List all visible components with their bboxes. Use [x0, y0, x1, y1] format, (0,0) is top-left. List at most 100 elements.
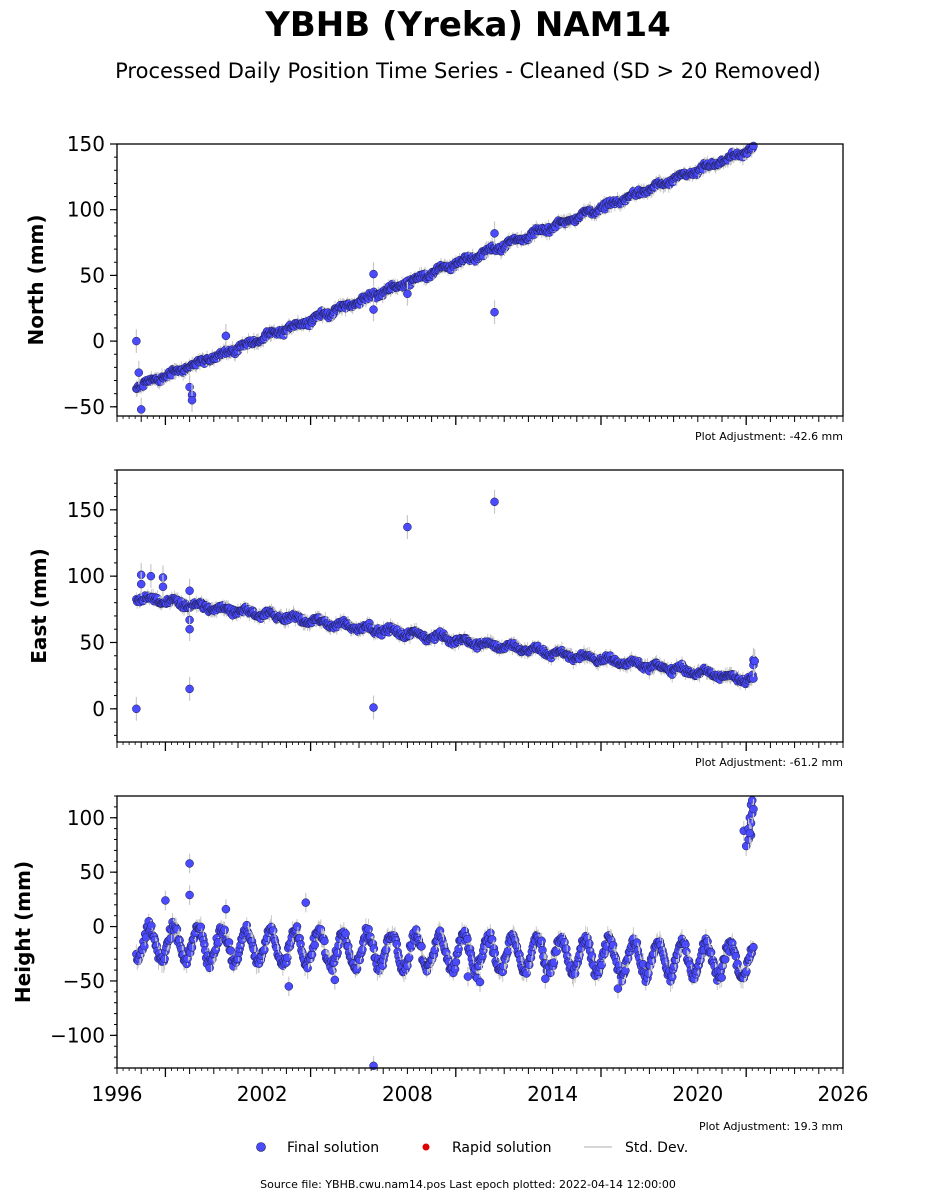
- final-solution-point: [503, 946, 513, 956]
- data-points: [132, 141, 758, 415]
- legend-final-label: Final solution: [287, 1140, 379, 1156]
- final-solution-point: [166, 934, 176, 943]
- final-solution-point: [140, 941, 149, 951]
- final-solution-point: [364, 924, 373, 934]
- final-solution-point: [632, 938, 642, 947]
- chart-title: YBHB (Yreka) NAM14: [264, 5, 671, 45]
- final-solution-point: [404, 953, 414, 962]
- final-solution-point: [381, 945, 391, 954]
- final-solution-point: [570, 969, 580, 978]
- final-solution-point: [749, 942, 758, 952]
- legend-rapid-label: Rapid solution: [452, 1140, 552, 1156]
- y-tick-label: 50: [80, 860, 105, 884]
- y-tick-label: 100: [67, 564, 105, 588]
- outlier-point: [185, 624, 194, 634]
- outlier-point: [403, 522, 412, 532]
- final-solution-point: [307, 950, 317, 959]
- north-panel: −50 0 50 100 150 North (mm) Plot Adjustment: -…: [24, 132, 844, 443]
- outlier-point: [490, 497, 499, 507]
- y-axis-label: North (mm): [24, 214, 48, 345]
- outlier-point: [132, 704, 141, 714]
- final-solution-point: [369, 944, 379, 953]
- plot-adjustment-note: Plot Adjustment: -42.6 mm: [695, 430, 843, 443]
- outlier-point: [284, 982, 294, 991]
- east-panel: 0 50 100 150 East (mm) Plot Adjustment: -61.2…: [27, 469, 844, 769]
- source-footer: Source file: YBHB.cwu.nam14.pos Last epo…: [260, 1178, 676, 1191]
- final-solution-point: [585, 939, 594, 948]
- final-solution-point: [226, 946, 236, 955]
- outlier-point: [185, 859, 194, 868]
- outlier-point: [475, 977, 485, 987]
- final-solution-point: [417, 942, 426, 951]
- y-tick-label: 150: [67, 132, 105, 156]
- final-solution-point: [731, 952, 741, 961]
- y-tick-label: 100: [67, 198, 105, 222]
- y-tick-label: 100: [67, 806, 105, 830]
- final-solution-point: [451, 957, 461, 967]
- outlier-point: [490, 307, 499, 317]
- outlier-point: [136, 405, 146, 414]
- final-solution-point: [205, 963, 214, 973]
- outlier-point: [185, 890, 194, 900]
- final-solution-point: [341, 929, 350, 938]
- axes-frame: [116, 143, 844, 417]
- final-solution-point: [717, 973, 726, 982]
- data-points: [132, 489, 759, 721]
- y-tick-label: 150: [67, 498, 105, 522]
- final-solution-point: [608, 940, 618, 950]
- outlier-point: [132, 336, 141, 346]
- final-solution-point: [749, 141, 758, 151]
- outlier-point: [748, 796, 757, 805]
- plot-adjustment-note: Plot Adjustment: 19.3 mm: [699, 1120, 843, 1133]
- final-solution-point: [268, 926, 278, 935]
- outlier-point: [221, 331, 231, 341]
- y-tick-label: 0: [92, 329, 105, 353]
- outlier-point: [745, 828, 755, 838]
- height-panel: −100 −50 0 50 100 1996 2002 2008 2014 2020 2026 Hei…: [11, 795, 868, 1133]
- outlier-point: [185, 586, 194, 595]
- x-tick-label: 2020: [672, 1082, 723, 1106]
- final-solution-point: [742, 967, 751, 976]
- final-solution-point: [706, 948, 716, 957]
- x-tick-label: 1996: [92, 1082, 143, 1106]
- x-tick-label: 2014: [527, 1082, 578, 1106]
- x-tick-label: 2008: [382, 1082, 433, 1106]
- final-solution-point: [454, 944, 463, 954]
- legend-std-label: Std. Dev.: [625, 1140, 688, 1156]
- outlier-point: [221, 904, 231, 914]
- final-solution-point: [487, 935, 497, 944]
- legend-final-marker: [256, 1142, 266, 1152]
- final-solution-point: [463, 934, 472, 944]
- final-solution-point: [147, 921, 156, 930]
- outlier-point: [750, 656, 759, 666]
- final-solution-point: [552, 947, 561, 956]
- outlier-point: [369, 305, 378, 314]
- legend: Final solution Rapid solution Std. Dev.: [256, 1140, 688, 1156]
- y-axis-label: East (mm): [27, 548, 51, 664]
- y-tick-label: 0: [92, 697, 105, 721]
- outlier-point: [749, 804, 758, 814]
- outlier-point: [490, 229, 499, 238]
- final-solution-point: [196, 922, 206, 932]
- outlier-point: [158, 582, 168, 592]
- final-solution-point: [220, 925, 229, 935]
- plot-adjustment-note: Plot Adjustment: -61.2 mm: [695, 756, 843, 769]
- data-points: [132, 796, 758, 1071]
- y-tick-label: 50: [80, 263, 105, 287]
- final-solution-point: [160, 954, 169, 964]
- outlier-point: [369, 269, 378, 279]
- chart-subtitle: Processed Daily Position Time Series - C…: [115, 59, 821, 83]
- outlier-point: [541, 974, 550, 984]
- outlier-point: [161, 896, 170, 905]
- y-tick-label: −50: [63, 969, 105, 993]
- outlier-point: [369, 703, 378, 712]
- final-solution-point: [562, 944, 571, 953]
- final-solution-point: [490, 948, 500, 958]
- outlier-point: [187, 395, 197, 405]
- legend-rapid-marker: [422, 1143, 430, 1151]
- final-solution-point: [392, 939, 402, 949]
- final-solution-point: [587, 951, 597, 960]
- final-solution-point: [187, 943, 197, 952]
- final-solution-point: [644, 969, 653, 978]
